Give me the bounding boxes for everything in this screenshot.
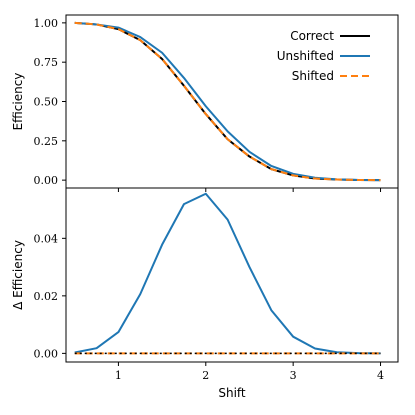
x-tick-label: 1 [115, 369, 122, 382]
panel-1-y-tick-label: 0.75 [34, 56, 59, 69]
x-tick-label: 2 [202, 369, 209, 382]
legend-label-correct: Correct [290, 29, 334, 43]
panel-2-y-tick-label: 0.00 [34, 347, 59, 360]
panel-2-frame [65, 187, 399, 363]
legend-label-shifted: Shifted [292, 69, 334, 83]
panel-1-y-tick-label: 1.00 [34, 17, 59, 30]
panel-1-series-shifted [74, 21, 381, 182]
panel-1-y-tick-label: 0.50 [34, 96, 59, 109]
x-tick-label: 3 [290, 369, 297, 382]
panel-1-y-tick-label: 0.25 [34, 135, 59, 148]
panel-1-series-correct [74, 21, 381, 182]
panel-2-y-axis-label: Δ Efficiency [11, 240, 25, 310]
panel-1-series-unshifted [74, 21, 381, 182]
panel-1-frame [65, 14, 399, 189]
x-tick-label: 4 [377, 369, 384, 382]
panel-1-y-tick-label: 0.00 [34, 174, 59, 187]
panel-2-y-tick-label: 0.02 [34, 290, 59, 303]
x-axis-label: Shift [218, 386, 246, 400]
panel-2-y-tick-label: 0.04 [34, 232, 59, 245]
panel-1-y-axis-label: Efficiency [11, 73, 25, 131]
legend-label-unshifted: Unshifted [277, 49, 334, 63]
panel-2-series-unshifted [74, 192, 381, 355]
